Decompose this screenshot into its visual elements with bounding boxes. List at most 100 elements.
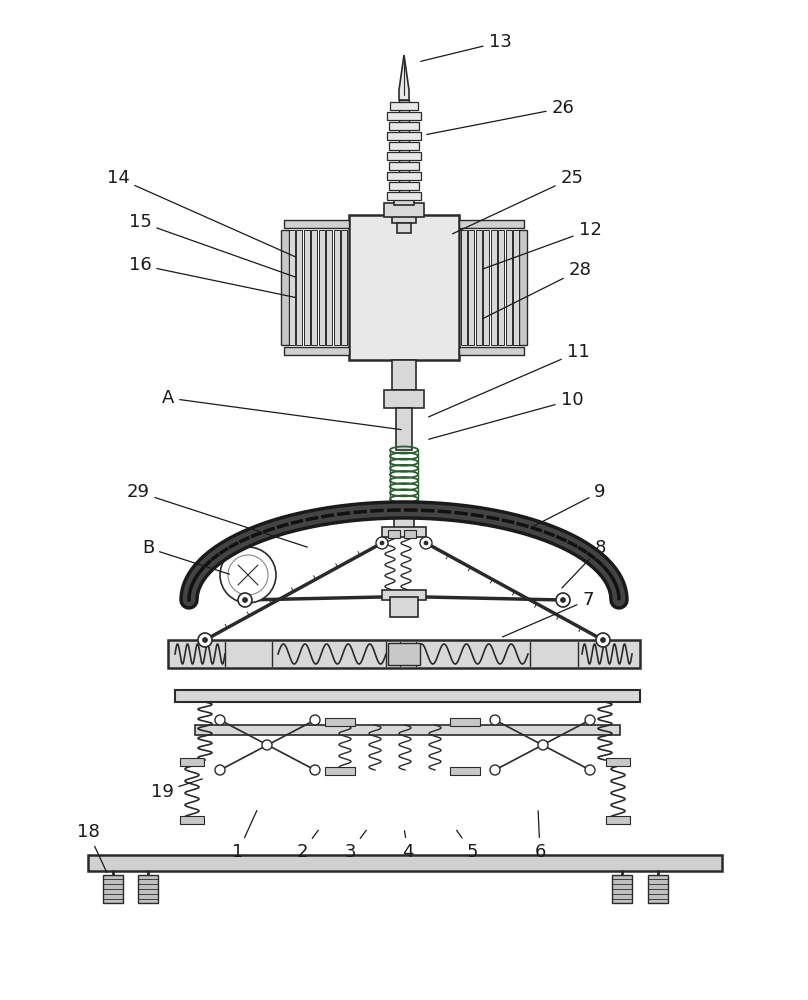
Text: 5: 5	[457, 830, 478, 861]
Bar	[392, 205, 416, 223]
Bar	[349, 215, 459, 360]
Text: 3: 3	[344, 830, 366, 861]
Circle shape	[376, 537, 388, 549]
Circle shape	[490, 765, 500, 775]
Bar	[648, 875, 668, 903]
Text: 4: 4	[402, 831, 414, 861]
Bar	[88, 855, 722, 871]
Bar	[318, 230, 325, 345]
Bar	[138, 875, 158, 903]
Bar	[389, 182, 419, 190]
Text: 8: 8	[562, 539, 606, 588]
Text: 15: 15	[128, 213, 296, 277]
Circle shape	[538, 740, 548, 750]
Circle shape	[220, 547, 276, 603]
Circle shape	[424, 541, 428, 545]
Text: 26: 26	[427, 99, 574, 134]
Bar	[326, 230, 332, 345]
Bar	[606, 816, 630, 824]
Bar	[384, 203, 424, 217]
Bar	[388, 643, 420, 665]
Bar	[387, 172, 421, 180]
Bar	[195, 725, 620, 735]
Text: 16: 16	[128, 256, 295, 297]
Circle shape	[238, 593, 252, 607]
Bar	[311, 230, 318, 345]
Bar	[387, 112, 421, 120]
Bar	[392, 360, 416, 390]
Text: 12: 12	[482, 221, 601, 269]
Text: 19: 19	[150, 779, 202, 801]
Text: 1: 1	[233, 811, 257, 861]
Bar	[469, 230, 474, 345]
Bar	[461, 230, 467, 345]
Text: A: A	[162, 389, 402, 430]
Bar	[284, 220, 349, 228]
Bar	[382, 527, 426, 537]
Bar	[399, 100, 409, 205]
Bar	[476, 230, 482, 345]
Bar	[384, 390, 424, 408]
Circle shape	[490, 715, 500, 725]
Text: 29: 29	[127, 483, 307, 547]
Bar	[483, 230, 490, 345]
Bar	[341, 230, 347, 345]
Bar	[175, 690, 640, 702]
Circle shape	[420, 537, 432, 549]
Bar	[490, 230, 497, 345]
Bar	[459, 220, 524, 228]
Bar	[382, 590, 426, 600]
Bar	[180, 816, 204, 824]
Bar	[103, 875, 123, 903]
Text: 18: 18	[77, 823, 107, 872]
Text: B: B	[142, 539, 229, 574]
Circle shape	[310, 715, 320, 725]
Bar	[612, 875, 632, 903]
Circle shape	[561, 597, 566, 602]
Bar	[325, 718, 355, 726]
Bar	[499, 230, 504, 345]
Circle shape	[380, 541, 384, 545]
Bar	[334, 230, 339, 345]
Circle shape	[262, 740, 272, 750]
Circle shape	[203, 638, 208, 643]
Bar	[450, 718, 480, 726]
Bar	[387, 132, 421, 140]
Bar	[281, 230, 289, 345]
Polygon shape	[399, 55, 409, 100]
Circle shape	[215, 765, 225, 775]
Text: 25: 25	[452, 169, 583, 234]
Bar	[513, 230, 519, 345]
Text: 9: 9	[532, 483, 606, 527]
Bar	[168, 640, 640, 668]
Circle shape	[310, 765, 320, 775]
Bar	[389, 162, 419, 170]
Circle shape	[600, 638, 605, 643]
Bar	[388, 530, 400, 538]
Text: 28: 28	[482, 261, 591, 319]
Text: 2: 2	[297, 830, 318, 861]
Bar	[394, 517, 414, 535]
Bar	[519, 230, 527, 345]
Bar	[450, 767, 480, 775]
Bar	[506, 230, 511, 345]
Bar	[606, 758, 630, 766]
Circle shape	[585, 715, 595, 725]
Circle shape	[198, 633, 212, 647]
Text: 13: 13	[421, 33, 511, 61]
Bar	[404, 530, 416, 538]
Bar	[289, 230, 295, 345]
Bar	[325, 767, 355, 775]
Text: 7: 7	[503, 591, 594, 637]
Text: 10: 10	[429, 391, 583, 439]
Bar	[390, 102, 418, 110]
Circle shape	[215, 715, 225, 725]
Bar	[180, 758, 204, 766]
Circle shape	[585, 765, 595, 775]
Bar	[397, 223, 411, 233]
Circle shape	[556, 593, 570, 607]
Text: 6: 6	[534, 811, 545, 861]
Bar	[284, 347, 349, 355]
Circle shape	[242, 597, 247, 602]
Circle shape	[596, 633, 610, 647]
